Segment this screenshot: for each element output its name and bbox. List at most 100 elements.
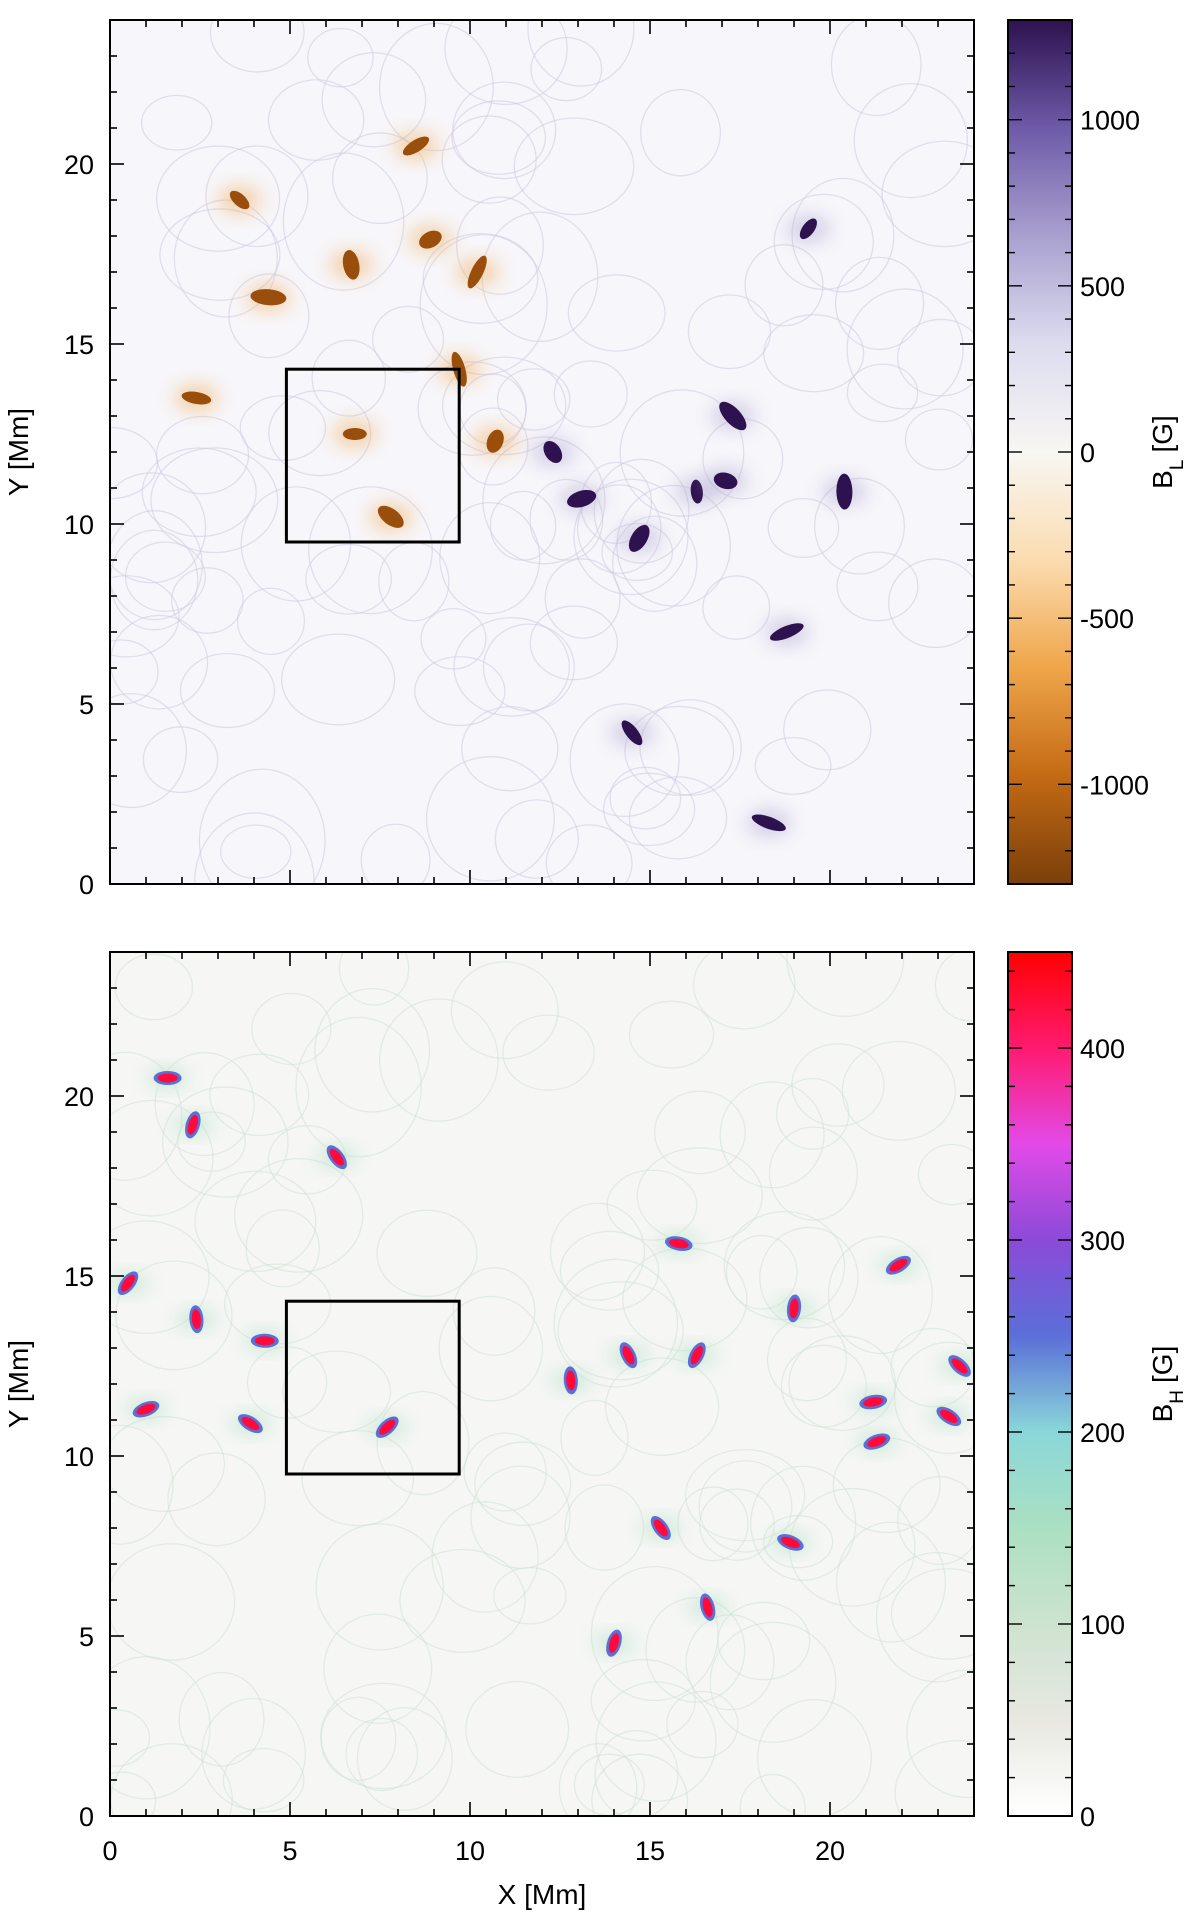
granule-cell xyxy=(786,952,905,1017)
bottom-y-tick-label: 10 xyxy=(64,1442,94,1472)
granule-cell xyxy=(594,1730,679,1816)
top-y-tick-labels: 0 5 10 15 20 xyxy=(64,150,94,900)
strong-field-core xyxy=(157,1073,178,1083)
magnetic-element xyxy=(567,489,597,508)
granule-cell xyxy=(888,558,974,649)
bottom-x-tick-label: 10 xyxy=(455,1836,485,1866)
top-panel: 0 5 10 15 20 Y [Mm] 1000 500 0 -500 -100… xyxy=(3,19,1188,900)
magnetic-element xyxy=(342,249,360,280)
granule-cell xyxy=(220,824,292,879)
granule-cell xyxy=(439,501,541,615)
granule-cell xyxy=(573,478,689,596)
strong-field-core xyxy=(622,1345,635,1365)
top-colorbar-ticks xyxy=(1008,19,1072,885)
granule-cell xyxy=(684,1448,806,1542)
top-magnetic-features xyxy=(174,132,867,837)
granule-cell xyxy=(282,152,405,291)
granule-cell xyxy=(379,998,499,1122)
strong-field-core xyxy=(608,1633,620,1653)
granule-cell xyxy=(666,1690,739,1759)
granule-cell xyxy=(425,756,555,882)
magnetic-element xyxy=(486,429,504,453)
granule-cell xyxy=(376,1390,470,1496)
granule-cell xyxy=(178,1671,265,1767)
magnetic-element xyxy=(467,255,487,289)
granule-cell xyxy=(836,1521,947,1643)
top-y-tick-label: 20 xyxy=(64,150,94,180)
strong-field-core xyxy=(653,1519,668,1537)
granule-cell xyxy=(754,736,832,795)
granule-cell xyxy=(699,1488,775,1561)
strong-field-core xyxy=(329,1148,344,1166)
granule-cell xyxy=(110,1709,151,1767)
granule-cell xyxy=(654,1090,746,1175)
granule-cell xyxy=(692,952,796,1030)
granule-cell xyxy=(640,88,722,177)
granule-cell xyxy=(156,145,281,252)
granule-cell xyxy=(759,1226,859,1329)
magnetic-element xyxy=(628,524,650,552)
bottom-x-tick-label: 0 xyxy=(102,1836,117,1866)
top-colorbar-unit: [G] xyxy=(1147,415,1178,452)
granule-cell xyxy=(612,515,698,612)
granule-cell xyxy=(544,558,621,639)
granule-cell xyxy=(399,1548,526,1653)
granule-cell xyxy=(763,314,865,393)
granule-cell xyxy=(773,193,874,291)
granule-cell xyxy=(360,823,431,884)
bottom-x-tick-label: 15 xyxy=(635,1836,665,1866)
granule-cell xyxy=(783,689,872,771)
granule-cell xyxy=(763,1515,834,1569)
granule-cell xyxy=(239,395,327,462)
magnetic-element xyxy=(799,218,817,240)
granule-cell xyxy=(881,140,974,248)
granule-cell xyxy=(236,587,305,655)
magnetic-element xyxy=(419,230,442,249)
strong-field-core xyxy=(379,1419,396,1435)
bottom-colorbar-tick-label: 0 xyxy=(1080,1802,1095,1832)
granule-cell xyxy=(311,339,387,417)
granule-cell xyxy=(414,656,506,727)
bottom-colorbar-symbol: B xyxy=(1147,1404,1178,1423)
granule-cell xyxy=(834,256,925,351)
granule-cell xyxy=(110,1424,174,1545)
granule-cell xyxy=(549,1202,646,1301)
granule-cell xyxy=(305,543,393,615)
granule-cell xyxy=(846,288,964,410)
strong-field-core xyxy=(136,1403,156,1415)
magnetic-element xyxy=(751,814,786,832)
granule-cell xyxy=(308,486,433,615)
bottom-colorbar-unit: [G] xyxy=(1147,1346,1178,1383)
granule-cell xyxy=(567,274,666,352)
granule-cell xyxy=(603,772,696,847)
granule-cell xyxy=(553,360,628,428)
granule-cell xyxy=(307,27,374,88)
granule-cell xyxy=(558,1743,638,1816)
granule-cell xyxy=(295,1016,422,1158)
granule-cell xyxy=(422,232,539,324)
magnetic-element xyxy=(342,428,367,440)
top-colorbar-subscript: L xyxy=(1167,460,1188,471)
granule-cell xyxy=(609,766,682,830)
granule-cell xyxy=(698,1460,793,1553)
granule-cell xyxy=(114,953,194,1021)
granule-cell xyxy=(320,1682,447,1790)
granule-cell xyxy=(456,196,545,295)
granule-cell xyxy=(155,415,250,495)
strong-field-core xyxy=(690,1346,703,1365)
granule-cell xyxy=(557,1281,684,1381)
granule-cell xyxy=(766,1317,848,1402)
granule-cell xyxy=(744,244,824,327)
granule-cell xyxy=(619,389,745,517)
top-granulation-network xyxy=(110,20,974,884)
granule-cell xyxy=(482,436,606,565)
granule-cell xyxy=(897,1476,974,1565)
granule-cell xyxy=(461,706,559,792)
top-colorbar-label: BL [G] xyxy=(1147,415,1188,489)
granule-cell xyxy=(233,1157,364,1273)
granule-cell xyxy=(345,1717,419,1792)
strong-field-core xyxy=(867,1436,887,1448)
top-y-tick-label: 0 xyxy=(79,870,94,900)
bottom-colorbar-subscript: H xyxy=(1167,1390,1188,1404)
granule-cell xyxy=(830,20,922,117)
